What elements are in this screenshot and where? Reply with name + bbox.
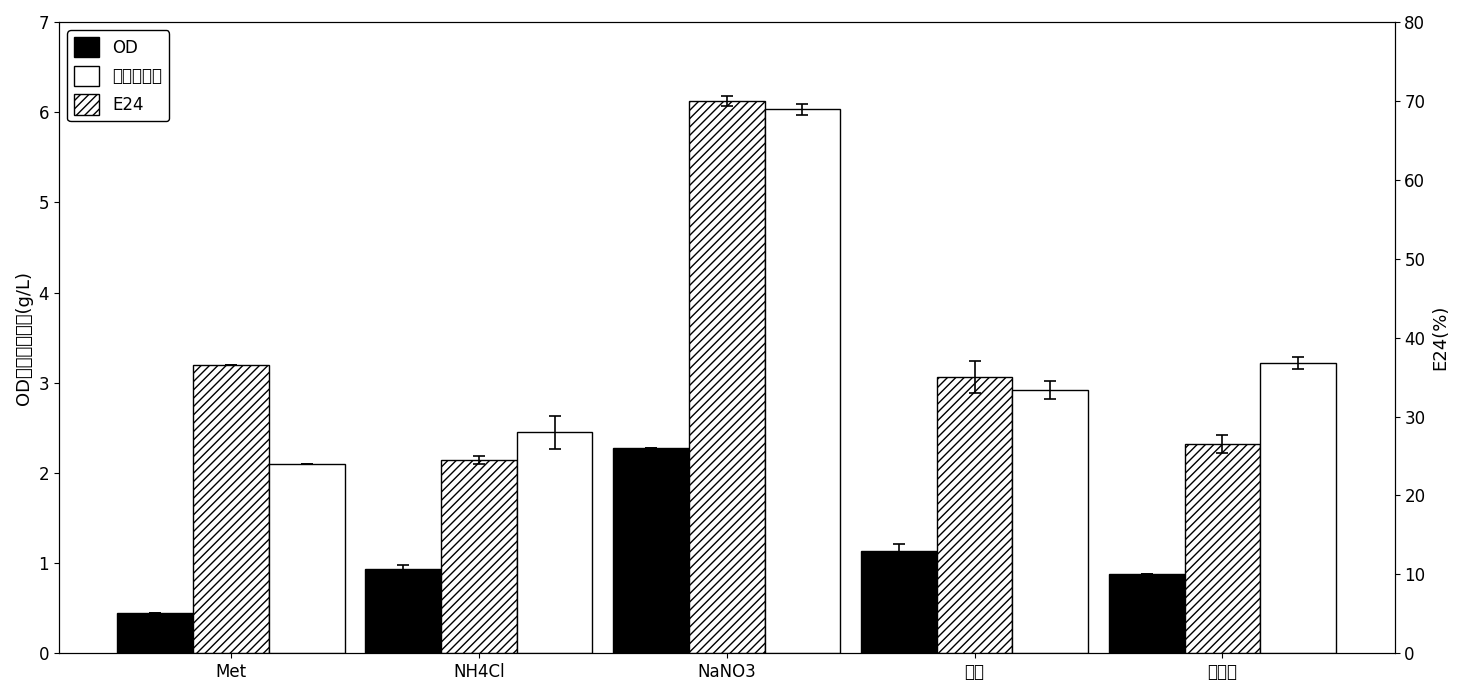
Bar xyxy=(269,464,344,654)
Bar xyxy=(1013,390,1088,654)
Bar xyxy=(517,432,593,654)
Y-axis label: OD，生物乳化剂(g/L): OD，生物乳化剂(g/L) xyxy=(15,271,34,404)
Legend: OD, 生物乳化剂, E24: OD, 生物乳化剂, E24 xyxy=(67,31,168,121)
Bar xyxy=(690,101,764,654)
Bar xyxy=(1261,363,1337,654)
Bar xyxy=(937,377,1013,654)
Bar xyxy=(117,612,193,654)
Bar xyxy=(613,448,690,654)
Y-axis label: E24(%): E24(%) xyxy=(1430,305,1449,370)
Bar xyxy=(861,551,937,654)
Bar xyxy=(764,109,840,654)
Bar xyxy=(441,460,517,654)
Bar xyxy=(1184,444,1261,654)
Bar xyxy=(193,365,269,654)
Bar xyxy=(1108,574,1184,654)
Bar xyxy=(366,569,441,654)
